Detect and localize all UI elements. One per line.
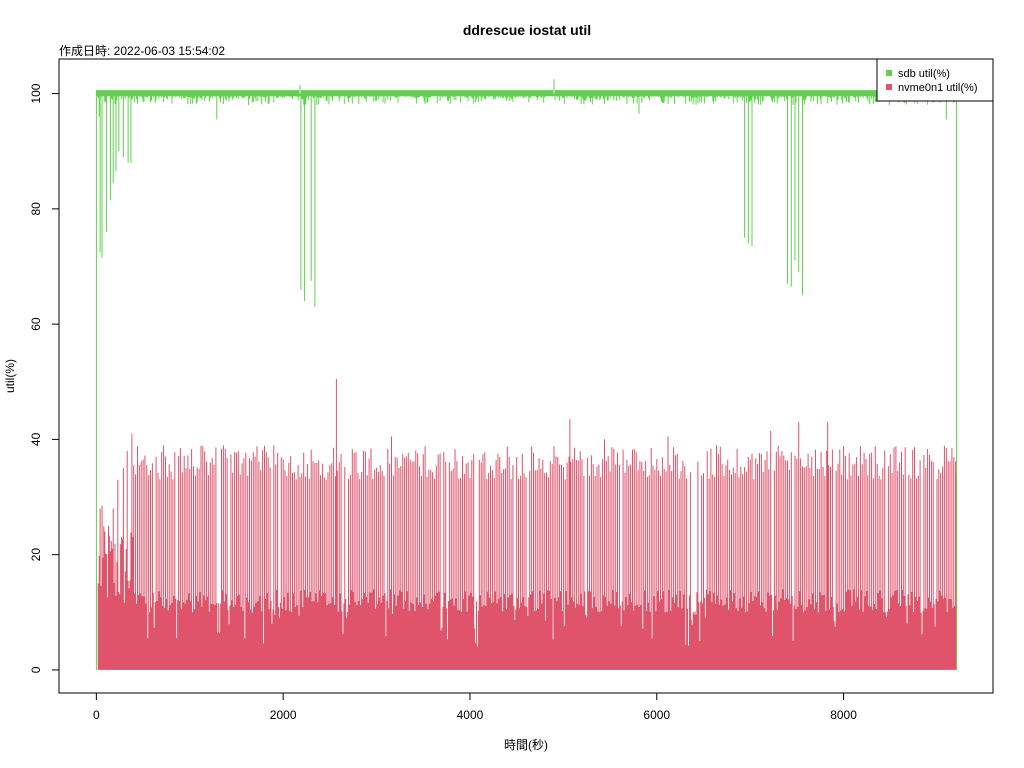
y-tick-label: 40 [29, 432, 43, 446]
x-axis: 0 2000 4000 6000 8000 [93, 692, 857, 722]
y-tick-label: 0 [29, 666, 43, 673]
x-tick-label: 0 [93, 708, 100, 722]
y-tick-label: 20 [29, 548, 43, 562]
legend-swatch-sdb [886, 70, 892, 76]
x-axis-label: 時間(秒) [504, 738, 548, 752]
y-axis-label: util(%) [3, 359, 17, 393]
x-tick-label: 6000 [643, 708, 670, 722]
x-tick-label: 4000 [457, 708, 484, 722]
y-tick-label: 60 [29, 317, 43, 331]
x-tick-label: 2000 [270, 708, 297, 722]
legend: sdb util(%) nvme0n1 util(%) [876, 58, 994, 102]
series-layer [95, 79, 958, 670]
legend-box [876, 58, 994, 102]
y-tick-label: 80 [29, 202, 43, 216]
y-tick-label: 100 [29, 83, 43, 103]
y-axis: 0 20 40 60 80 100 [29, 83, 60, 673]
legend-label-nvme: nvme0n1 util(%) [898, 82, 977, 94]
chart-subtitle: 作成日時: 2022-06-03 15:54:02 [59, 44, 225, 58]
x-tick-label: 8000 [830, 708, 857, 722]
legend-label-sdb: sdb util(%) [898, 68, 950, 80]
legend-swatch-nvme [886, 84, 892, 90]
chart-title: ddrescue iostat util [463, 22, 591, 38]
series-nvme0n1-line [97, 378, 958, 670]
